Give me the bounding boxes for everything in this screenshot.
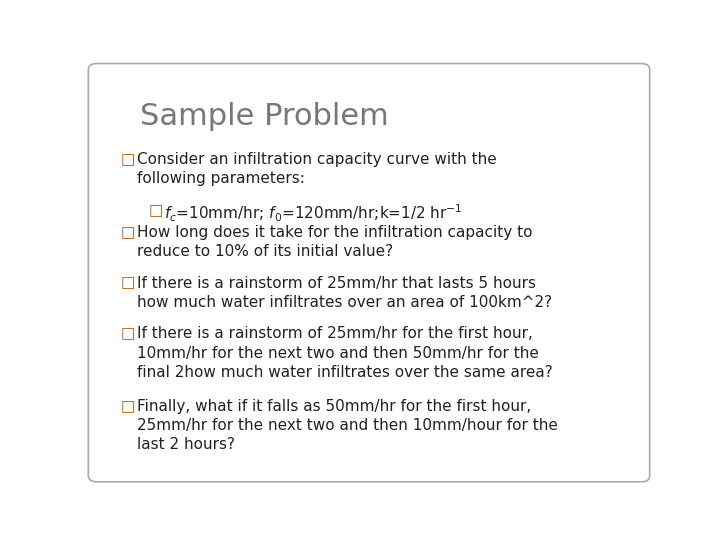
Text: □: □: [148, 203, 163, 218]
Text: Consider an infiltration capacity curve with the
following parameters:: Consider an infiltration capacity curve …: [138, 152, 498, 186]
Text: □: □: [121, 326, 135, 341]
Text: How long does it take for the infiltration capacity to
reduce to 10% of its init: How long does it take for the infiltrati…: [138, 225, 533, 259]
Text: If there is a rainstorm of 25mm/hr for the first hour,
10mm/hr for the next two : If there is a rainstorm of 25mm/hr for t…: [138, 326, 553, 380]
Text: If there is a rainstorm of 25mm/hr that lasts 5 hours
how much water infiltrates: If there is a rainstorm of 25mm/hr that …: [138, 275, 552, 310]
Text: $f_c$=10mm/hr; $f_0$=120mm/hr;k=1/2 hr$^{-1}$: $f_c$=10mm/hr; $f_0$=120mm/hr;k=1/2 hr$^…: [163, 203, 462, 224]
Text: Finally, what if it falls as 50mm/hr for the first hour,
25mm/hr for the next tw: Finally, what if it falls as 50mm/hr for…: [138, 399, 558, 452]
Text: Sample Problem: Sample Problem: [140, 102, 389, 131]
Text: □: □: [121, 275, 135, 291]
FancyBboxPatch shape: [89, 64, 649, 482]
Text: □: □: [121, 152, 135, 167]
Text: □: □: [121, 225, 135, 240]
Text: □: □: [121, 399, 135, 414]
